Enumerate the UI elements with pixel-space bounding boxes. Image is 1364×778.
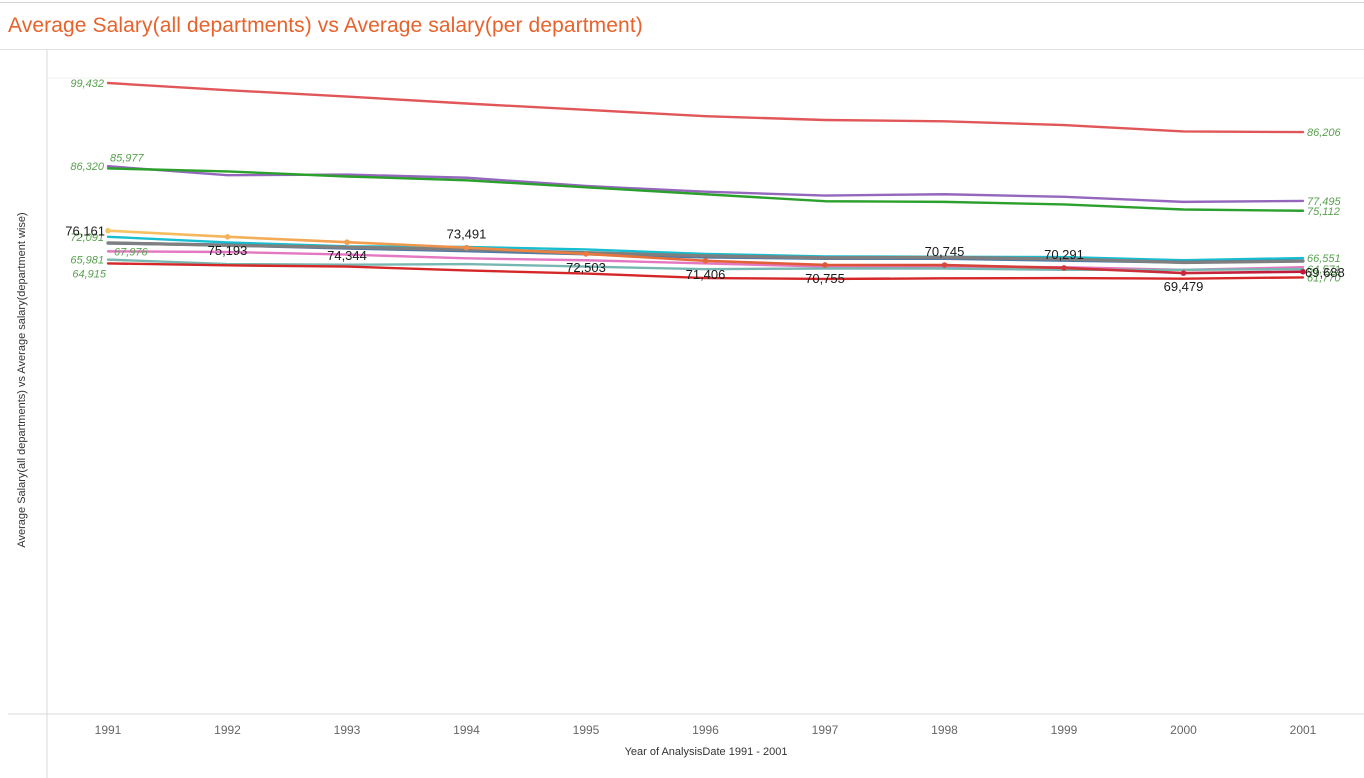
average-point xyxy=(941,262,948,268)
average-point xyxy=(224,234,231,240)
data-label: 86,320 xyxy=(70,161,105,173)
series-line-9 xyxy=(106,262,1305,281)
top-border xyxy=(0,2,1364,3)
series-line-6 xyxy=(106,241,1305,265)
average-data-label: 76,161 xyxy=(65,224,105,239)
x-tick-label-1991: 1991 xyxy=(95,723,122,737)
data-label: 86,206 xyxy=(1307,127,1342,139)
average-point xyxy=(1180,270,1187,276)
data-label: 64,571 xyxy=(1307,264,1341,276)
average-data-label: 69,479 xyxy=(1164,279,1204,294)
average-point xyxy=(1061,265,1067,271)
data-label: 85,977 xyxy=(110,152,145,164)
average-point xyxy=(344,239,350,246)
average-data-label: 70,755 xyxy=(805,271,845,286)
data-label: 64,915 xyxy=(72,268,107,280)
average-point xyxy=(1300,268,1306,275)
x-tick-label-1993: 1993 xyxy=(334,723,361,737)
x-tick-label-1996: 1996 xyxy=(692,723,719,737)
title-divider xyxy=(0,49,1364,50)
data-label: 66,551 xyxy=(1307,253,1341,265)
series-line-3 xyxy=(106,167,1305,212)
data-label: 77,495 xyxy=(1307,196,1342,208)
x-tick-label-1998: 1998 xyxy=(931,723,958,737)
average-data-label: 73,491 xyxy=(447,227,487,242)
x-tick-label-1997: 1997 xyxy=(812,723,839,737)
average-data-label: 71,406 xyxy=(686,267,726,282)
average-data-label: 70,745 xyxy=(925,244,965,259)
data-label: 75,112 xyxy=(1307,206,1340,218)
average-data-label: 72,503 xyxy=(566,260,606,275)
data-label: 99,432 xyxy=(70,78,104,90)
data-label: 61,770 xyxy=(1307,272,1342,284)
x-tick-label-2000: 2000 xyxy=(1170,723,1197,737)
data-label: 67,976 xyxy=(114,246,149,258)
y-axis-title: Average Salary(all departments) vs Avera… xyxy=(16,212,28,548)
series-line-1 xyxy=(106,81,1305,134)
data-label: 72,091 xyxy=(70,232,104,244)
average-data-label: 70,291 xyxy=(1044,247,1084,262)
x-tick-label-1992: 1992 xyxy=(214,723,241,737)
average-point xyxy=(105,227,111,234)
x-tick-label-2001: 2001 xyxy=(1290,723,1317,737)
series-line-2 xyxy=(106,165,1305,204)
x-axis-title: Year of AnalysisDate 1991 - 2001 xyxy=(624,746,788,758)
x-tick-label-1994: 1994 xyxy=(453,723,480,737)
average-data-label: 69,688 xyxy=(1305,265,1345,280)
average-point xyxy=(463,244,470,251)
average-data-label: 75,193 xyxy=(208,243,248,258)
average-point xyxy=(822,262,828,268)
average-data-label: 74,344 xyxy=(327,248,367,263)
average-point xyxy=(583,251,589,257)
x-tick-label-1995: 1995 xyxy=(573,723,600,737)
average-point xyxy=(702,258,709,264)
data-label: 65,981 xyxy=(70,255,104,267)
x-tick-label-1999: 1999 xyxy=(1051,723,1078,737)
chart-title: Average Salary(all departments) vs Avera… xyxy=(8,14,643,37)
